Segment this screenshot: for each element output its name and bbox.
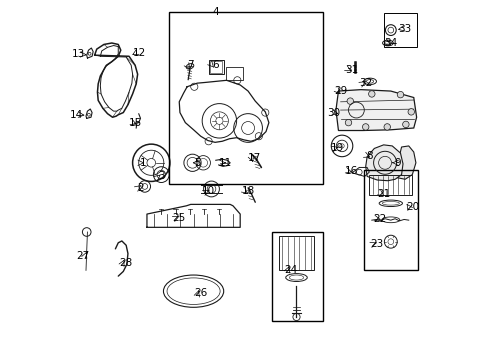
Text: 28: 28 bbox=[119, 258, 132, 268]
Text: 32: 32 bbox=[358, 78, 371, 88]
Text: 33: 33 bbox=[398, 24, 411, 34]
Text: 20: 20 bbox=[405, 202, 418, 212]
Text: 25: 25 bbox=[172, 213, 185, 222]
Text: 15: 15 bbox=[129, 118, 142, 128]
Bar bbox=[210, 61, 222, 73]
Text: 10: 10 bbox=[202, 186, 215, 197]
Bar bbox=[272, 231, 322, 320]
Bar bbox=[169, 12, 323, 184]
Text: 17: 17 bbox=[247, 153, 261, 163]
Text: 23: 23 bbox=[369, 239, 382, 249]
Text: 7: 7 bbox=[186, 60, 193, 70]
Circle shape bbox=[383, 124, 389, 130]
Text: 12: 12 bbox=[133, 48, 146, 58]
Text: 30: 30 bbox=[326, 108, 339, 118]
Text: 21: 21 bbox=[376, 189, 389, 199]
Circle shape bbox=[368, 91, 374, 97]
Text: 2: 2 bbox=[137, 183, 143, 193]
Text: 22: 22 bbox=[373, 214, 386, 224]
Text: 3: 3 bbox=[158, 171, 164, 181]
Circle shape bbox=[345, 120, 351, 126]
Bar bbox=[384, 13, 416, 47]
Circle shape bbox=[396, 91, 403, 98]
Circle shape bbox=[346, 98, 353, 104]
Circle shape bbox=[402, 121, 408, 128]
Text: 11: 11 bbox=[219, 158, 232, 168]
Text: 8: 8 bbox=[365, 150, 372, 161]
Text: 27: 27 bbox=[76, 251, 89, 261]
Text: 26: 26 bbox=[194, 288, 207, 298]
Text: 29: 29 bbox=[333, 86, 346, 96]
Text: 4: 4 bbox=[212, 7, 219, 17]
Text: 31: 31 bbox=[344, 64, 357, 75]
Text: 1: 1 bbox=[140, 158, 146, 168]
Text: 24: 24 bbox=[283, 265, 296, 275]
Polygon shape bbox=[335, 90, 416, 131]
Bar bbox=[363, 170, 417, 270]
Text: 5: 5 bbox=[193, 158, 200, 168]
Bar bbox=[278, 236, 314, 270]
Circle shape bbox=[362, 124, 368, 130]
Bar bbox=[225, 67, 243, 80]
Text: 9: 9 bbox=[394, 158, 401, 168]
Bar bbox=[208, 60, 223, 74]
Text: 19: 19 bbox=[330, 143, 343, 153]
Circle shape bbox=[407, 109, 414, 115]
Text: 6: 6 bbox=[211, 60, 218, 70]
Text: 13: 13 bbox=[72, 49, 85, 59]
Text: 16: 16 bbox=[344, 166, 357, 176]
Polygon shape bbox=[394, 146, 415, 179]
Bar bbox=[368, 175, 411, 195]
Text: 14: 14 bbox=[70, 110, 83, 120]
Polygon shape bbox=[365, 145, 402, 181]
Text: 18: 18 bbox=[241, 186, 254, 197]
Text: 34: 34 bbox=[384, 38, 397, 48]
